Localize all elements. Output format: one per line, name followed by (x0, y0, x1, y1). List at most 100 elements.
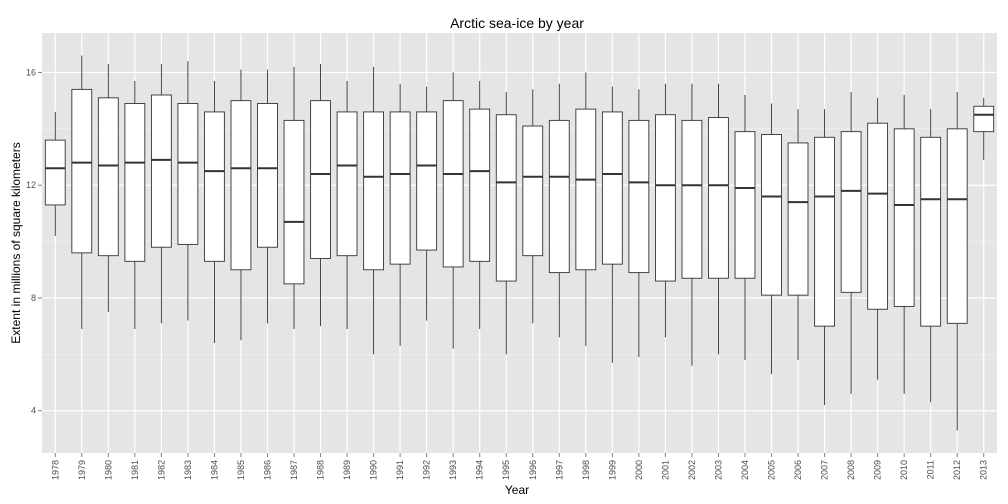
box-1983 (177, 61, 199, 321)
box-body (601, 111, 623, 265)
x-tick-label: 1982 (156, 460, 166, 480)
box-1999 (601, 86, 623, 363)
box-body (310, 100, 331, 259)
box-body (708, 117, 729, 279)
x-tick-label: 1979 (77, 460, 87, 480)
y-axis: 4 8 12 16 (26, 67, 42, 416)
box-body (946, 128, 968, 324)
boxes (44, 55, 995, 431)
x-tick-label: 2008 (846, 460, 856, 480)
box-2000 (628, 89, 650, 358)
box-1979 (71, 55, 93, 329)
y-tick-label: 4 (31, 406, 36, 416)
box-2007 (814, 109, 835, 406)
x-tick-label: 2000 (634, 460, 644, 480)
box-body (548, 119, 570, 274)
box-2013 (973, 97, 995, 160)
box-body (761, 134, 782, 296)
box-1998 (575, 72, 597, 346)
box-2004 (734, 95, 756, 360)
box-1993 (442, 72, 464, 349)
x-tick-label: 1993 (448, 460, 458, 480)
box-body (575, 108, 597, 271)
x-tick-label: 1992 (422, 460, 432, 480)
x-tick-label: 2002 (687, 460, 697, 480)
box-body (97, 97, 119, 257)
box-2005 (761, 103, 782, 375)
box-body (150, 94, 172, 248)
x-tick-label: 2006 (793, 460, 803, 480)
box-body (336, 111, 358, 257)
x-tick-label: 1987 (289, 460, 299, 480)
x-tick-label: 2010 (899, 460, 909, 480)
box-body (973, 105, 995, 133)
x-tick-label: 2011 (926, 460, 936, 479)
box-body (257, 103, 278, 248)
box-2010 (893, 95, 915, 394)
box-body (442, 100, 464, 268)
x-tick-label: 1989 (342, 460, 352, 480)
y-tick-label: 8 (31, 293, 36, 303)
box-1988 (310, 64, 331, 327)
grid-minor (42, 128, 997, 355)
x-tick-label: 2007 (820, 460, 830, 480)
box-body (44, 139, 66, 206)
chart-title: Arctic sea-ice by year (450, 15, 584, 31)
x-tick-label: 2001 (660, 460, 670, 480)
box-1980 (97, 64, 119, 313)
box-body (495, 114, 517, 282)
y-axis-title: Extent in millions of square kilometers (9, 142, 23, 343)
box-body (124, 103, 146, 262)
x-tick-label: 1988 (316, 460, 326, 480)
box-1995 (495, 92, 517, 355)
x-tick-label: 1995 (501, 460, 511, 480)
box-body (893, 128, 915, 307)
box-1992 (416, 86, 438, 321)
box-1987 (283, 66, 305, 329)
y-tick-label: 12 (26, 180, 36, 190)
box-2011 (920, 109, 942, 403)
x-tick-label: 2012 (952, 460, 962, 480)
box-body (204, 111, 225, 262)
box-body (363, 111, 384, 271)
box-1996 (522, 89, 544, 324)
box-1981 (124, 80, 146, 329)
box-2012 (946, 92, 968, 431)
box-body (177, 103, 199, 245)
box-1990 (363, 66, 384, 355)
x-tick-label: 1984 (209, 460, 219, 480)
plot-panel (42, 33, 997, 453)
box-2008 (840, 92, 862, 394)
box-body (522, 125, 544, 257)
box-body (71, 88, 93, 254)
x-tick-label: 2004 (740, 460, 750, 480)
box-body (230, 100, 252, 271)
box-body (920, 136, 942, 327)
box-2003 (708, 83, 729, 355)
x-tick-label: 1991 (395, 460, 405, 480)
x-tick-label: 1997 (554, 460, 564, 480)
box-2001 (655, 83, 676, 338)
box-1982 (150, 64, 172, 324)
x-tick-label: 1981 (130, 460, 140, 480)
x-tick-label: 1978 (50, 460, 60, 480)
box-body (655, 114, 676, 282)
box-body (389, 111, 411, 265)
y-tick-label: 16 (26, 67, 36, 77)
box-1985 (230, 69, 252, 341)
x-axis-title: Year (505, 483, 529, 497)
x-tick-label: 1996 (528, 460, 538, 480)
box-body (734, 131, 756, 279)
x-tick-label: 1998 (581, 460, 591, 480)
box-body (283, 119, 305, 285)
x-tick-label: 1986 (262, 460, 272, 480)
box-2002 (681, 83, 703, 366)
box-body (787, 142, 809, 296)
box-1978 (44, 111, 66, 236)
box-body (840, 131, 862, 293)
box-1994 (469, 80, 491, 329)
box-body (416, 111, 438, 251)
x-tick-label: 1990 (369, 460, 379, 480)
x-tick-label: 1985 (236, 460, 246, 480)
box-2009 (867, 97, 889, 380)
